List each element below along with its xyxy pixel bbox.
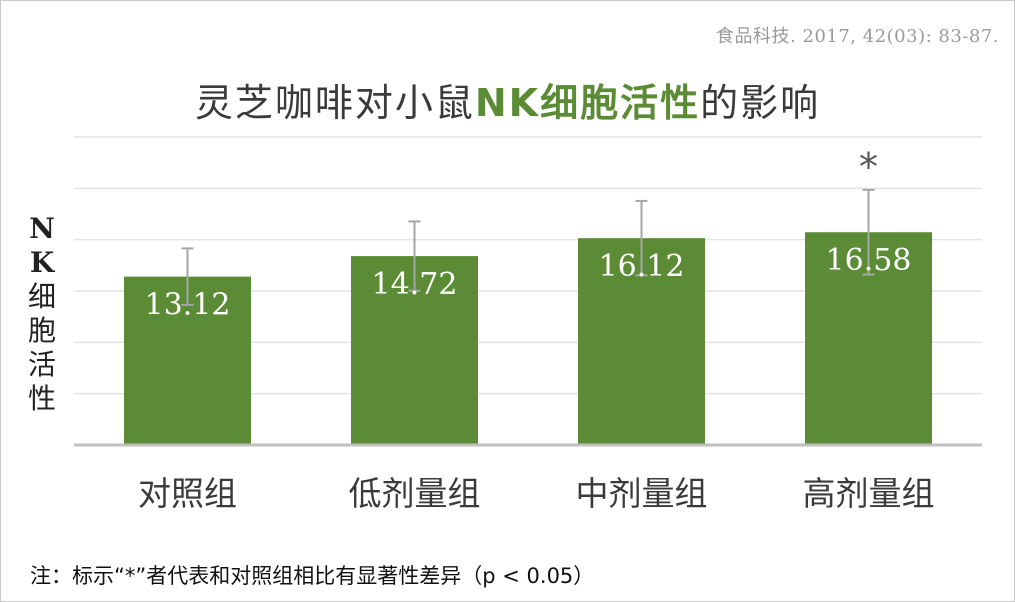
citation: 食品科技. 2017, 42(03): 83-87. xyxy=(716,26,999,47)
data-label: 14.72 xyxy=(372,267,458,302)
x-tick-label: 中剂量组 xyxy=(576,474,708,513)
data-label: 13.12 xyxy=(145,288,231,323)
title-part-3: 的影响 xyxy=(700,81,821,125)
y-axis-label-latin: N K xyxy=(29,212,55,279)
data-label: 16.58 xyxy=(826,243,912,278)
chart-title: 灵芝咖啡对小鼠NK细胞活性的影响 xyxy=(0,72,1015,127)
significance-marker: * xyxy=(859,145,878,189)
title-part-1: 灵芝咖啡对小鼠 xyxy=(194,81,475,125)
x-tick-label: 对照组 xyxy=(138,474,237,513)
x-tick-label: 高剂量组 xyxy=(803,474,935,513)
y-axis-label-chinese: 细胞活性 xyxy=(27,280,56,415)
footnote: 注：标示“*”者代表和对照组相比有显著性差异（p < 0.05） xyxy=(30,564,595,588)
data-label: 16.12 xyxy=(599,249,685,284)
y-axis-label: N K细胞活性 xyxy=(24,212,60,416)
title-highlight: NK细胞活性 xyxy=(474,81,701,125)
x-tick-label: 低剂量组 xyxy=(349,474,481,513)
